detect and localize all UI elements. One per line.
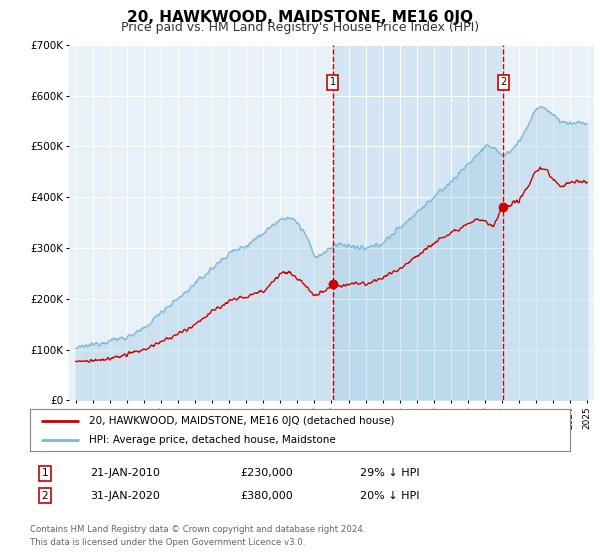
Point xyxy=(499,203,508,212)
Text: £230,000: £230,000 xyxy=(240,468,293,478)
Text: Price paid vs. HM Land Registry's House Price Index (HPI): Price paid vs. HM Land Registry's House … xyxy=(121,21,479,34)
Bar xyxy=(332,45,503,400)
Text: 1: 1 xyxy=(41,468,49,478)
Text: HPI: Average price, detached house, Maidstone: HPI: Average price, detached house, Maid… xyxy=(89,435,336,445)
Point xyxy=(328,279,337,288)
Text: 20, HAWKWOOD, MAIDSTONE, ME16 0JQ (detached house): 20, HAWKWOOD, MAIDSTONE, ME16 0JQ (detac… xyxy=(89,416,395,426)
Text: 20, HAWKWOOD, MAIDSTONE, ME16 0JQ: 20, HAWKWOOD, MAIDSTONE, ME16 0JQ xyxy=(127,10,473,25)
Text: 20% ↓ HPI: 20% ↓ HPI xyxy=(360,491,419,501)
Text: £380,000: £380,000 xyxy=(240,491,293,501)
Text: Contains HM Land Registry data © Crown copyright and database right 2024.
This d: Contains HM Land Registry data © Crown c… xyxy=(30,525,365,547)
Text: 2: 2 xyxy=(41,491,49,501)
Text: 2: 2 xyxy=(500,77,506,87)
Text: 29% ↓ HPI: 29% ↓ HPI xyxy=(360,468,419,478)
Text: 1: 1 xyxy=(329,77,336,87)
Text: 21-JAN-2010: 21-JAN-2010 xyxy=(90,468,160,478)
Text: 31-JAN-2020: 31-JAN-2020 xyxy=(90,491,160,501)
